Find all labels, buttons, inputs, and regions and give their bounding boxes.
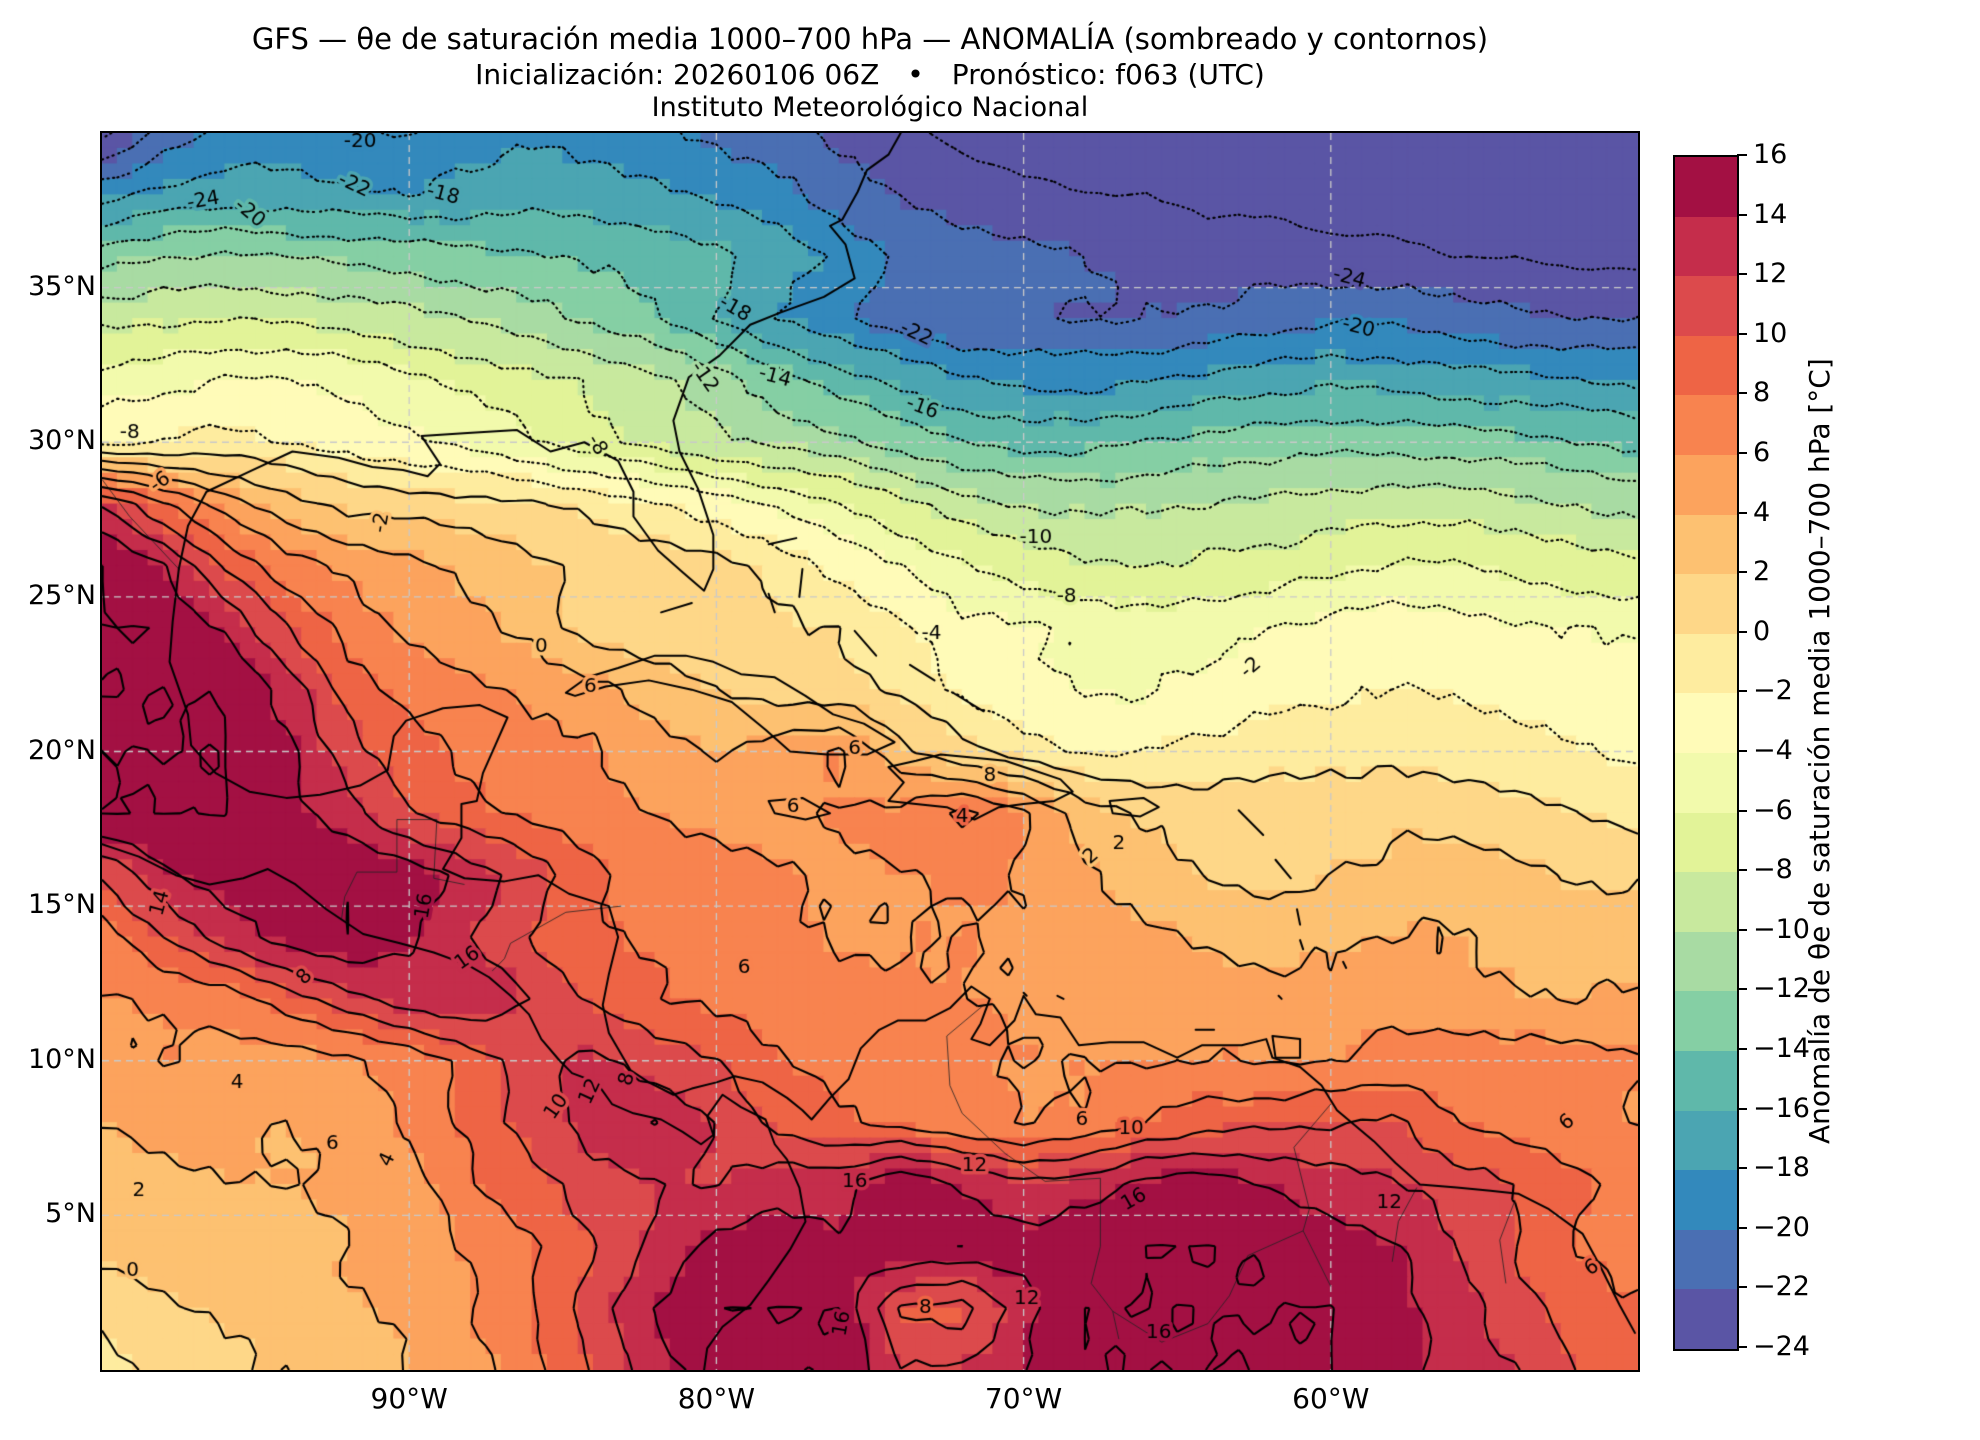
colorbar-tick-label: −18 [1753, 1152, 1810, 1184]
colorbar-tick-label: 6 [1753, 437, 1771, 468]
colorbar-segment [1675, 991, 1737, 1051]
colorbar-tickmark [1737, 1226, 1747, 1229]
colorbar-tickmark [1737, 213, 1747, 216]
colorbar-segment [1675, 1170, 1737, 1230]
colorbar-tickmark [1737, 332, 1747, 335]
colorbar-tick-label: 10 [1753, 317, 1788, 349]
colorbar-tick-label: 4 [1753, 496, 1771, 528]
y-tick-label: 20°N [27, 734, 96, 766]
y-tick-label: 30°N [27, 425, 96, 457]
colorbar-segment [1675, 157, 1737, 217]
colorbar-tickmark [1737, 571, 1747, 574]
colorbar-tickmark [1737, 1167, 1747, 1170]
colorbar-tick-label: 14 [1753, 198, 1788, 230]
page-title: GFS — θe de saturación media 1000–700 hP… [251, 22, 1489, 56]
colorbar-tick-label: 12 [1753, 258, 1788, 290]
colorbar-tick-label: −16 [1753, 1092, 1810, 1124]
colorbar-segment [1675, 1110, 1737, 1171]
colorbar-tick-label: 0 [1753, 615, 1771, 647]
colorbar-tickmark [1737, 809, 1747, 812]
colorbar-tick-label: 2 [1753, 556, 1771, 588]
y-tick-label: 15°N [27, 889, 96, 921]
colorbar-segment [1675, 1229, 1737, 1290]
colorbar-segment [1675, 216, 1737, 277]
colorbar-segment [1675, 335, 1737, 396]
colorbar-tickmark [1737, 1107, 1747, 1110]
colorbar-segment [1675, 1289, 1737, 1349]
colorbar-tickmark [1737, 392, 1747, 395]
colorbar-tick-label: −24 [1753, 1331, 1810, 1362]
colorbar-segment [1675, 395, 1737, 455]
x-tick-label: 70°W [984, 1382, 1063, 1415]
title-institute: Instituto Meteorológico Nacional [651, 92, 1089, 123]
colorbar-tickmark [1737, 1286, 1747, 1289]
colorbar-segment [1675, 276, 1737, 336]
colorbar-tick-label: −4 [1753, 735, 1793, 766]
colorbar-tick-label: −6 [1753, 794, 1793, 826]
colorbar-tickmark [1737, 273, 1747, 276]
y-tick-label: 5°N [45, 1198, 96, 1230]
colorbar-segment [1675, 931, 1737, 992]
colorbar-segment [1675, 872, 1737, 932]
colorbar-tickmark [1737, 988, 1747, 991]
colorbar-tick-label: −22 [1753, 1271, 1810, 1303]
colorbar-tickmark [1737, 630, 1747, 633]
colorbar-tick-label: −2 [1753, 675, 1793, 707]
x-tick-label: 60°W [1292, 1382, 1370, 1415]
y-tick-label: 35°N [27, 270, 96, 302]
colorbar-tickmark [1737, 511, 1747, 514]
y-tick-label: 25°N [27, 579, 96, 611]
colorbar-segment [1675, 454, 1737, 515]
colorbar-segment [1675, 633, 1737, 694]
colorbar-tick-label: −14 [1753, 1033, 1810, 1064]
map-canvas [102, 133, 1638, 1370]
x-tick-label: 80°W [677, 1382, 756, 1415]
x-tick-label: 90°W [370, 1382, 448, 1415]
colorbar-tickmark [1737, 690, 1747, 693]
title-init-forecast: Inicialización: 20260106 06Z • Pronóstic… [475, 58, 1265, 91]
colorbar-segment [1675, 514, 1737, 575]
colorbar-tickmark [1737, 869, 1747, 872]
colorbar-segment [1675, 812, 1737, 873]
colorbar-tickmark [1737, 1048, 1747, 1050]
colorbar-tick-label: 8 [1753, 377, 1771, 409]
colorbar-segment [1675, 574, 1737, 634]
colorbar [1673, 155, 1739, 1351]
y-tick-label: 10°N [27, 1043, 96, 1075]
colorbar-segment [1675, 752, 1737, 813]
colorbar-tickmark [1737, 1346, 1747, 1348]
map-panel [100, 131, 1640, 1372]
colorbar-label: Anomalía de θe de saturación media 1000–… [1803, 358, 1836, 1144]
colorbar-tick-label: −8 [1753, 854, 1793, 886]
colorbar-tick-label: 16 [1753, 139, 1788, 170]
colorbar-tickmark [1737, 452, 1747, 454]
colorbar-segment [1675, 1050, 1737, 1111]
colorbar-tick-label: −12 [1753, 973, 1810, 1005]
colorbar-segment [1675, 693, 1737, 753]
colorbar-tick-label: −10 [1753, 913, 1810, 945]
colorbar-tickmark [1737, 154, 1747, 156]
colorbar-tickmark [1737, 928, 1747, 931]
colorbar-tickmark [1737, 750, 1747, 752]
colorbar-tick-label: −20 [1753, 1211, 1810, 1243]
